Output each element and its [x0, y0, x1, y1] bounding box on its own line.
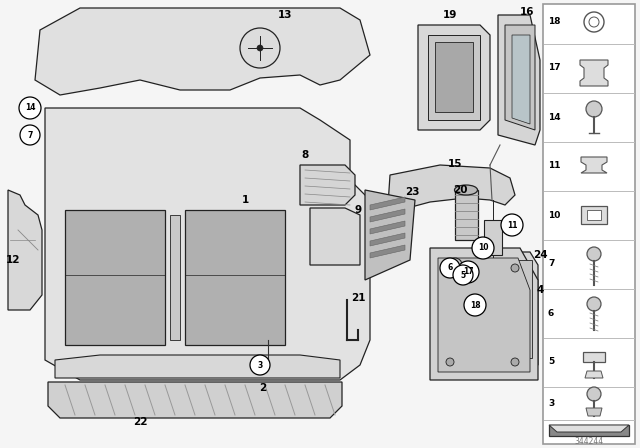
Circle shape [472, 237, 494, 259]
Text: 11: 11 [548, 160, 561, 169]
Text: 22: 22 [132, 417, 147, 427]
Text: 10: 10 [477, 244, 488, 253]
Circle shape [19, 97, 41, 119]
Polygon shape [498, 15, 540, 145]
Text: 14: 14 [548, 112, 561, 121]
Polygon shape [581, 206, 607, 224]
Ellipse shape [454, 185, 477, 195]
Polygon shape [512, 35, 530, 124]
Polygon shape [455, 190, 478, 240]
Circle shape [473, 260, 493, 280]
Circle shape [448, 258, 462, 272]
Text: 7: 7 [28, 130, 33, 139]
Text: 15: 15 [448, 159, 462, 169]
Circle shape [440, 258, 460, 278]
Polygon shape [365, 190, 415, 280]
Circle shape [240, 28, 280, 68]
Polygon shape [587, 210, 601, 220]
Circle shape [501, 214, 523, 236]
Polygon shape [583, 352, 605, 362]
Text: 1: 1 [241, 195, 248, 205]
Circle shape [457, 261, 479, 283]
Polygon shape [370, 197, 405, 210]
Text: 7: 7 [548, 259, 554, 268]
Circle shape [587, 387, 601, 401]
Polygon shape [310, 208, 360, 265]
Circle shape [461, 264, 473, 276]
Circle shape [584, 12, 604, 32]
Circle shape [511, 358, 519, 366]
Text: 23: 23 [404, 187, 419, 197]
Text: 5: 5 [460, 271, 465, 280]
Polygon shape [418, 25, 490, 130]
Text: 10: 10 [548, 211, 561, 220]
Circle shape [20, 125, 40, 145]
Text: 17: 17 [548, 64, 561, 73]
Polygon shape [8, 190, 42, 310]
Circle shape [511, 264, 519, 272]
Circle shape [587, 247, 601, 261]
Text: 12: 12 [6, 255, 20, 265]
Polygon shape [65, 210, 165, 345]
Polygon shape [370, 233, 405, 246]
Circle shape [586, 101, 602, 117]
Text: 8: 8 [301, 150, 308, 160]
Polygon shape [484, 220, 502, 255]
Polygon shape [430, 248, 538, 380]
Polygon shape [388, 165, 515, 210]
Polygon shape [549, 425, 629, 432]
Circle shape [464, 294, 486, 316]
Circle shape [478, 293, 502, 317]
Circle shape [446, 264, 454, 272]
Polygon shape [428, 35, 480, 120]
Polygon shape [45, 108, 370, 380]
Circle shape [587, 297, 601, 311]
Bar [543, 4, 635, 444]
Text: 18: 18 [548, 17, 561, 26]
Text: 14: 14 [25, 103, 35, 112]
Polygon shape [35, 8, 370, 95]
Polygon shape [435, 42, 473, 112]
Polygon shape [585, 371, 603, 378]
Polygon shape [370, 209, 405, 222]
Polygon shape [586, 408, 602, 416]
Text: 5: 5 [548, 358, 554, 366]
Circle shape [446, 358, 454, 366]
Polygon shape [581, 157, 607, 173]
Polygon shape [370, 245, 405, 258]
Text: 18: 18 [470, 301, 480, 310]
Polygon shape [502, 252, 538, 365]
Text: 9: 9 [355, 205, 362, 215]
Text: 4: 4 [536, 285, 544, 295]
Text: 3: 3 [257, 361, 262, 370]
Text: 6: 6 [447, 263, 452, 272]
Polygon shape [438, 258, 530, 372]
Text: 2: 2 [259, 383, 267, 393]
Text: 344244: 344244 [575, 438, 604, 447]
Circle shape [589, 17, 599, 27]
Circle shape [250, 355, 270, 375]
Polygon shape [55, 355, 340, 378]
Polygon shape [580, 60, 608, 86]
Text: 11: 11 [507, 220, 517, 229]
Polygon shape [48, 382, 342, 418]
Text: 13: 13 [278, 10, 292, 20]
Text: 3: 3 [548, 399, 554, 408]
Polygon shape [370, 221, 405, 234]
Text: 21: 21 [351, 293, 365, 303]
Text: 24: 24 [532, 250, 547, 260]
Circle shape [453, 265, 473, 285]
Polygon shape [300, 165, 355, 205]
Polygon shape [170, 215, 180, 340]
Circle shape [257, 45, 263, 51]
Polygon shape [508, 260, 532, 358]
Polygon shape [505, 25, 535, 130]
Text: 16: 16 [520, 7, 534, 17]
Text: 20: 20 [452, 185, 467, 195]
Polygon shape [185, 210, 285, 345]
Text: 17: 17 [463, 267, 474, 276]
Polygon shape [549, 425, 629, 436]
Text: 19: 19 [443, 10, 457, 20]
Text: 6: 6 [548, 309, 554, 318]
